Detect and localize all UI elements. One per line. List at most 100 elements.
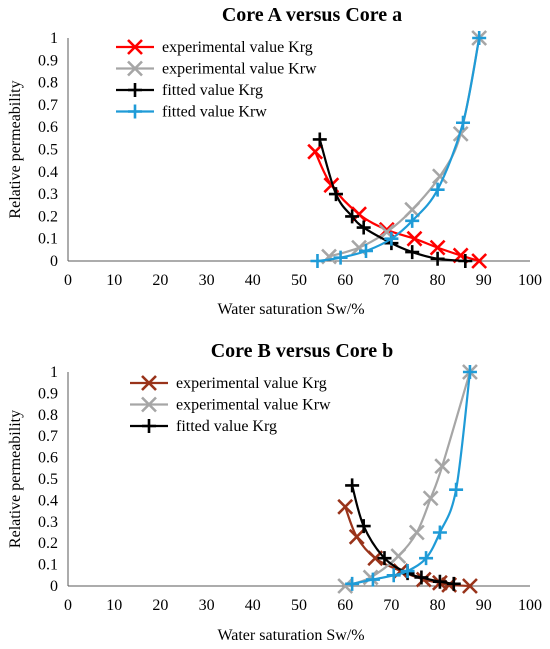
- series-line: [328, 37, 481, 258]
- chart-title: Core B versus Core b: [211, 340, 394, 362]
- x-tick-label: 100: [518, 597, 542, 614]
- legend: experimental value Krg experimental value…: [130, 375, 331, 435]
- x-tick-label: 70: [383, 597, 399, 614]
- legend-item: experimental value Krw: [130, 397, 331, 414]
- data-point: [415, 571, 432, 588]
- series-4: [345, 365, 477, 591]
- data-point: [345, 576, 360, 591]
- legend-label: fitted value Krw: [162, 104, 267, 121]
- data-point: [462, 578, 478, 594]
- data-point: [430, 251, 445, 266]
- data-point: [356, 220, 371, 235]
- legend-label: experimental value Krw: [162, 61, 317, 78]
- x-tick-label: 100: [518, 272, 542, 289]
- legend-marker: [128, 104, 142, 119]
- y-tick-label: 0: [50, 578, 58, 595]
- y-axis-label: Relative permeability: [7, 80, 24, 218]
- data-point: [345, 209, 360, 224]
- data-point: [362, 569, 379, 586]
- data-point: [429, 239, 446, 256]
- data-point: [384, 231, 399, 246]
- data-point: [365, 572, 380, 587]
- x-tick-label: 70: [383, 272, 399, 289]
- data-point: [432, 525, 447, 540]
- data-point: [390, 548, 407, 564]
- data-point: [456, 115, 471, 130]
- data-point: [405, 213, 420, 228]
- data-point: [419, 551, 434, 566]
- legend-marker: [141, 375, 157, 391]
- y-tick-label: 0.5: [38, 471, 58, 488]
- y-tick-label: 0.7: [38, 428, 58, 445]
- series-4: [310, 31, 487, 268]
- y-tick-label: 0.4: [38, 164, 58, 181]
- y-tick-label: 0.3: [38, 514, 58, 531]
- data-point: [408, 524, 425, 541]
- data-point: [386, 568, 401, 583]
- legend-marker: [127, 39, 143, 55]
- y-tick-label: 0.2: [38, 208, 58, 225]
- x-tick-label: 20: [152, 597, 168, 614]
- data-point: [400, 564, 415, 579]
- x-tick-label: 30: [199, 272, 215, 289]
- y-tick-label: 0.1: [38, 231, 58, 248]
- series-line: [344, 371, 471, 588]
- chart-title: Core A versus Core a: [222, 4, 402, 26]
- data-point: [471, 253, 488, 269]
- x-tick-label: 90: [476, 272, 492, 289]
- data-point: [377, 551, 392, 566]
- data-point: [348, 528, 365, 545]
- x-axis-label: Water saturation Sw/%: [217, 627, 364, 644]
- x-tick-label: 60: [337, 272, 353, 289]
- data-point: [462, 365, 477, 379]
- legend-marker: [142, 419, 156, 433]
- legend-marker: [128, 83, 142, 97]
- data-point: [431, 168, 448, 185]
- x-tick-label: 90: [476, 597, 492, 614]
- y-tick-label: 0.7: [38, 97, 58, 114]
- x-tick-label: 80: [430, 272, 446, 289]
- y-tick-label: 0.4: [38, 492, 58, 509]
- data-point: [312, 132, 327, 147]
- y-tick-label: 0.3: [38, 186, 58, 203]
- y-tick-label: 0.6: [38, 119, 58, 136]
- data-point: [404, 201, 421, 218]
- legend-marker: [127, 60, 143, 77]
- data-point: [432, 574, 447, 589]
- x-tick-label: 20: [152, 272, 168, 289]
- data-point: [356, 519, 371, 534]
- data-point: [333, 250, 348, 265]
- x-tick-label: 50: [291, 597, 307, 614]
- chart-panel-2: Core B versus Core b0 10 20 30 40 50 60 70 80 90 1…: [7, 340, 542, 644]
- x-tick-label: 0: [64, 272, 72, 289]
- data-point: [430, 182, 445, 197]
- y-tick-label: 0: [50, 253, 58, 270]
- x-tick-label: 30: [199, 597, 215, 614]
- y-tick-label: 0.9: [38, 52, 58, 69]
- data-point: [446, 576, 461, 591]
- legend-item: fitted value Krg: [116, 82, 263, 99]
- data-point: [307, 143, 324, 160]
- x-tick-label: 80: [430, 597, 446, 614]
- data-point: [328, 187, 343, 202]
- data-point: [337, 498, 354, 515]
- legend-label: fitted value Krg: [176, 418, 277, 435]
- data-point: [345, 478, 360, 493]
- data-point: [472, 31, 487, 45]
- y-tick-label: 0.1: [38, 557, 58, 574]
- y-tick-label: 0.2: [38, 535, 58, 552]
- y-tick-label: 0.5: [38, 142, 58, 159]
- y-tick-label: 0.9: [38, 385, 58, 402]
- legend-item: fitted value Krw: [116, 104, 267, 121]
- legend-item: experimental value Krg: [116, 39, 313, 56]
- data-point: [434, 458, 451, 475]
- legend: experimental value Krg experimental value…: [116, 39, 317, 121]
- y-tick-label: 0.6: [38, 450, 58, 467]
- series-line: [314, 151, 480, 263]
- data-point: [406, 230, 423, 247]
- data-point: [458, 254, 473, 268]
- y-tick-label: 1: [50, 30, 58, 47]
- y-tick-label: 1: [50, 364, 58, 381]
- legend-marker: [141, 396, 157, 413]
